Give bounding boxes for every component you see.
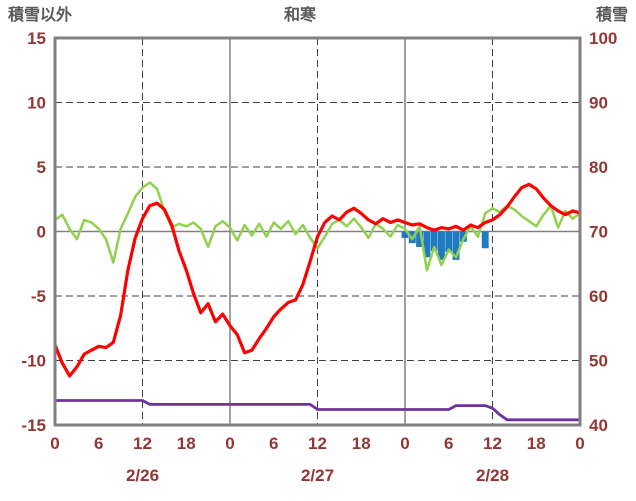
y-left-tick-label: -15 (21, 416, 46, 435)
x-hour-tick-label: 0 (225, 434, 234, 453)
x-hour-tick-label: 18 (352, 434, 371, 453)
y-left-tick-label: 15 (27, 29, 46, 48)
blue-bars-bar (437, 231, 445, 260)
red-line-temperature (53, 182, 582, 378)
x-date-label: 2/28 (476, 466, 509, 485)
x-hour-tick-label: 6 (94, 434, 103, 453)
x-hour-tick-label: 0 (575, 434, 584, 453)
y-right-tick-label: 80 (589, 158, 608, 177)
x-date-label: 2/27 (301, 466, 334, 485)
blue-bars-bar (416, 231, 424, 247)
y-right-tick-label: 50 (589, 352, 608, 371)
y-left-tick-label: -10 (21, 352, 46, 371)
blue-bars-bar (401, 231, 409, 238)
x-hour-tick-label: 6 (269, 434, 278, 453)
y-left-tick-label: 0 (37, 223, 46, 242)
y-right-tick-label: 40 (589, 416, 608, 435)
x-hour-tick-label: 12 (133, 434, 152, 453)
y-left-tick-label: 5 (37, 158, 46, 177)
blue-bars-bar (423, 231, 431, 258)
x-date-label: 2/26 (126, 466, 159, 485)
left-axis-title: 積雪以外 (7, 5, 72, 24)
y-right-tick-label: 100 (589, 29, 617, 48)
purple-line-snow-depth (53, 399, 582, 422)
x-hour-tick-label: 0 (400, 434, 409, 453)
y-left-tick-label: -5 (31, 287, 46, 306)
x-hour-tick-label: 18 (527, 434, 546, 453)
x-hour-tick-label: 6 (444, 434, 453, 453)
blue-bars-bar (430, 231, 438, 251)
x-hour-tick-label: 0 (50, 434, 59, 453)
y-left-tick-label: 10 (27, 94, 46, 113)
blue-bars-bar (452, 231, 460, 260)
right-axis-title: 積雪 (595, 5, 628, 24)
x-hour-tick-label: 12 (483, 434, 502, 453)
green-line (53, 181, 582, 272)
plot-frame (53, 36, 582, 427)
chart-title: 和寒 (284, 5, 317, 24)
x-hour-tick-label: 12 (308, 434, 327, 453)
x-hour-tick-label: 18 (177, 434, 196, 453)
blue-bars-bar (445, 231, 453, 253)
y-right-tick-label: 70 (589, 223, 608, 242)
blue-bars-bar (481, 231, 489, 249)
y-right-tick-label: 60 (589, 287, 608, 306)
y-right-tick-label: 90 (589, 94, 608, 113)
